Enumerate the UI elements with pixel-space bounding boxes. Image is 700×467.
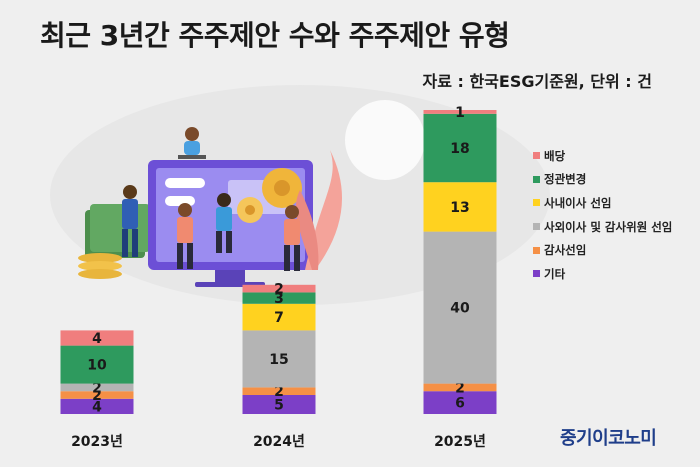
bar-segment [60, 330, 134, 346]
bar-value-label: 4 [92, 399, 102, 415]
bar-value-label: 40 [450, 301, 470, 317]
legend-label-other: 기타 [544, 266, 566, 281]
bar-segment [60, 398, 134, 414]
legend-item-articles: 정관변경 [533, 168, 672, 192]
legend-item-other: 기타 [533, 262, 672, 286]
bar-segment [423, 391, 497, 414]
bar-segment [423, 383, 497, 392]
bar-segment [242, 292, 316, 304]
bar-value-label: 2 [92, 380, 102, 396]
bar-value-label: 2 [455, 380, 465, 396]
legend-label-dividend: 배당 [544, 148, 566, 163]
legend-swatch-dividend [533, 152, 540, 160]
x-tick-label: 2025년 [434, 434, 486, 450]
legend-label-articles: 정관변경 [544, 172, 587, 187]
bar-segment [60, 383, 134, 392]
bar-segment [242, 387, 316, 395]
bar-value-label: 3 [274, 291, 284, 307]
bar-value-label: 2 [274, 384, 284, 400]
legend-item-auditor: 감사선임 [533, 238, 672, 262]
x-tick-label: 2024년 [253, 434, 305, 450]
bar-segment [242, 303, 316, 331]
x-tick-label: 2023년 [71, 434, 123, 450]
bar-segment [60, 391, 134, 399]
legend-label-auditor: 감사선임 [544, 243, 587, 258]
legend-label-inside-director: 사내이사 선임 [544, 195, 612, 210]
bar-value-label: 18 [450, 141, 469, 157]
bar-value-label: 2 [274, 282, 284, 298]
legend-swatch-other [533, 270, 540, 278]
legend-swatch-auditor [533, 246, 540, 254]
bar-value-label: 6 [455, 396, 465, 412]
legend-label-outside-director: 사외이사 및 감사위원 선임 [544, 219, 673, 234]
bar-segment [423, 110, 497, 114]
bar-segment [242, 284, 316, 293]
bar-segment [242, 395, 316, 414]
bar-value-label: 10 [87, 358, 107, 374]
bar-value-label: 13 [450, 200, 469, 216]
chart-title: 최근 3년간 주주제안 수와 주주제안 유형 [40, 19, 510, 52]
bar-value-label: 2 [92, 388, 102, 404]
bar-segment [423, 231, 497, 384]
bar-value-label: 4 [92, 331, 102, 347]
publisher-logo: 중기이코노미 [560, 428, 657, 449]
legend-item-inside-director: 사내이사 선임 [533, 191, 672, 215]
source-note: 자료 : 한국ESG기준원, 단위 : 건 [422, 72, 652, 91]
legend-swatch-inside-director [533, 199, 540, 207]
bar-segment [242, 330, 316, 388]
bar-segment [60, 345, 134, 384]
bar-value-label: 1 [455, 105, 465, 121]
legend-item-outside-director: 사외이사 및 감사위원 선임 [533, 215, 672, 239]
bar-value-label: 15 [269, 352, 288, 368]
chart-legend: 배당 정관변경 사내이사 선임 사외이사 및 감사위원 선임 감사선임 기타 [533, 144, 672, 286]
bar-value-label: 7 [274, 310, 284, 326]
legend-swatch-articles [533, 175, 540, 183]
bar-segment [423, 182, 497, 232]
legend-swatch-outside-director [533, 223, 540, 231]
bar-segment [423, 113, 497, 183]
legend-item-dividend: 배당 [533, 144, 672, 168]
bar-value-label: 5 [274, 398, 284, 414]
